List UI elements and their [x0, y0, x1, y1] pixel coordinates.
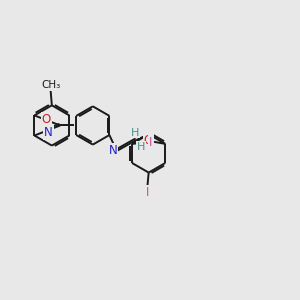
- Text: CH₃: CH₃: [41, 80, 60, 90]
- Text: N: N: [109, 144, 118, 157]
- Text: N: N: [44, 126, 53, 139]
- Text: H: H: [131, 128, 140, 138]
- Text: O: O: [144, 134, 153, 147]
- Text: I: I: [149, 136, 153, 149]
- Text: I: I: [146, 186, 149, 199]
- Text: O: O: [41, 113, 51, 126]
- Text: H: H: [136, 142, 145, 152]
